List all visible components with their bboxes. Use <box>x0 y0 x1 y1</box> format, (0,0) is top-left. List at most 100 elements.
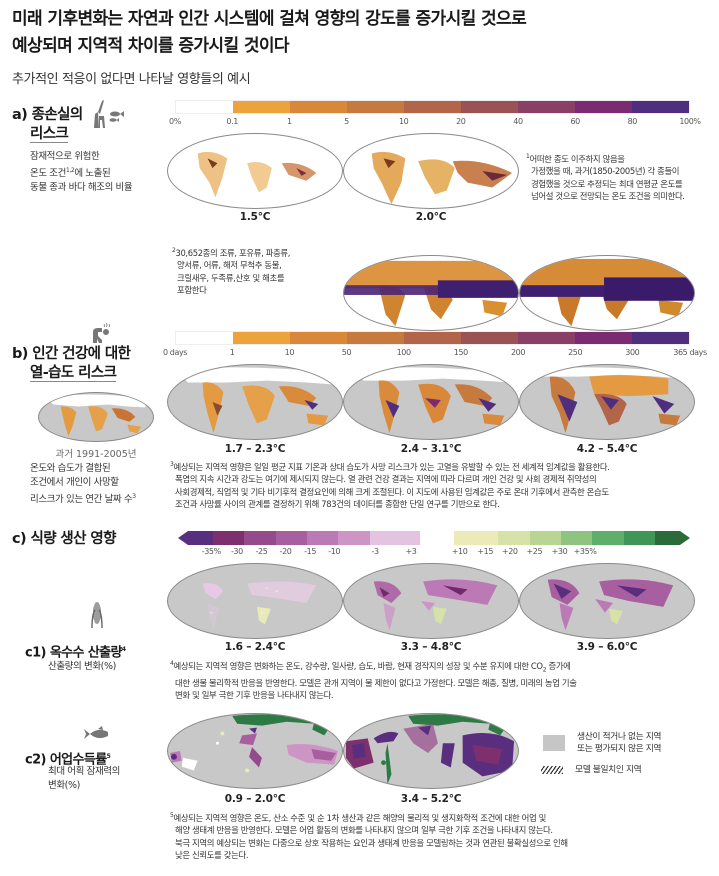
desc-line: 조건에서 개인이 사망할 <box>30 477 119 488</box>
legend-swatch <box>244 531 276 545</box>
note-line: 4예상되는 지역적 영향은 변화하는 온도, 강수량, 일사량, 습도, 바람,… <box>170 658 718 677</box>
legend-swatch <box>275 531 308 545</box>
legend-tick: 0.1 <box>226 117 238 126</box>
legend-swatch <box>518 101 575 113</box>
legend-swatch <box>290 332 347 344</box>
note-line: 해양 생태계 반응을 반영한다. 모델은 어업 활동의 변화를 나타내지 않으며… <box>175 825 553 836</box>
legend-tick: 50 <box>341 348 352 357</box>
species-risk-color-legend <box>175 100 690 114</box>
legend-swatch <box>404 332 461 344</box>
legend-swatch <box>592 531 624 545</box>
legend-tick: 1 <box>229 348 235 357</box>
legend-tick: -15 <box>304 547 317 556</box>
map-label-3-4-5-2c: 3.4 – 5.2°C <box>400 793 462 805</box>
legend-tick: +3 <box>405 547 417 556</box>
title-line-2: 예상되며 지역적 차이를 증가시킬 것이다 <box>12 36 290 56</box>
legend-tick: +30 <box>551 547 568 556</box>
food-production-color-legend <box>178 531 690 545</box>
legend-swatch <box>233 332 290 344</box>
note-line: 가정했을 때, 과거(1850-2005년) 각 종들이 <box>531 166 680 177</box>
section-c2-description: 최대 어획 잠재력의 변화(%) <box>48 765 120 793</box>
legend-swatch <box>461 332 518 344</box>
c1-label-text: c1) 옥수수 산출량 <box>25 645 123 661</box>
legend-tick: 365 days <box>673 348 707 357</box>
note-line: 포함한다 <box>177 285 207 296</box>
legend-swatch <box>419 531 455 545</box>
footnote-ref: 5 <box>106 753 111 760</box>
legend-tick: -25 <box>255 547 268 556</box>
maize-map-1-6-2-4c <box>167 563 343 639</box>
map-label-0-9-2-0c: 0.9 – 2.0°C <box>224 793 286 805</box>
legend-swatch <box>632 101 689 113</box>
legend-swatch <box>188 531 214 545</box>
note-text: 증가에 <box>546 660 571 671</box>
desc-line: 온도 조건1,2에 노출된 <box>30 164 132 181</box>
note-text: 예상되는 지역적 영향은 일일 평균 지표 기온과 상대 습도가 사망 리스크가… <box>173 461 610 472</box>
page-subtitle: 추가적인 적응이 없다면 나타날 영향들의 예시 <box>12 72 251 87</box>
note-line: 북극 지역의 예상되는 변화는 다중으로 상호 작용하는 요인과 생태계 반응을… <box>175 837 568 848</box>
section-a-description: 잠재적으로 위험한 온도 조건1,2에 노출된 동물 종과 바다 해조의 비율 <box>30 150 133 195</box>
section-c2-label: c2) 어업수득률5 <box>25 747 111 769</box>
legend-tick: +15 <box>477 547 494 556</box>
map-label-1-5c: 1.5°C <box>239 211 271 223</box>
heat-stress-person-icon <box>90 322 112 344</box>
legend-swatch <box>518 332 575 344</box>
species-map-4-0c <box>519 255 695 331</box>
desc-line: 변화(%) <box>48 780 80 791</box>
desc-text: 에 노출된 <box>74 168 111 180</box>
heat-map-historical <box>38 392 154 442</box>
legend-tick: 250 <box>568 348 583 357</box>
species-map-3-0c <box>343 255 519 331</box>
legend-swatch <box>560 531 593 545</box>
legend-swatch <box>233 101 290 113</box>
legend-tick: 20 <box>456 117 466 126</box>
section-b-label: b) 인간 건강에 대한 열-습도 리스크 <box>12 345 131 383</box>
legend-tick: +10 <box>451 547 468 556</box>
legend-tick: 10 <box>398 117 409 126</box>
note-line: 1어떠한 종도 이주하지 않음을 <box>526 151 716 165</box>
legend-swatch <box>575 101 632 113</box>
maize-map-3-9-6-0c <box>519 563 695 639</box>
desc-line: 리스크가 있는 연간 날짜 수3 <box>30 490 136 507</box>
note-line: 3예상되는 지역적 영향은 일일 평균 지표 기온과 상대 습도가 사망 리스크… <box>170 459 718 473</box>
note-line: 낮은 신뢰도를 갖는다. <box>175 850 249 861</box>
footnote-ref: 3 <box>132 493 136 500</box>
fisheries-map-3-4-5-2c <box>343 713 519 789</box>
heat-map-4-2-5-4c <box>519 364 695 440</box>
legend-tick: +25 <box>526 547 543 556</box>
legend-swatch <box>461 101 518 113</box>
legend-tick: -3 <box>371 547 380 556</box>
species-risk-legend-ticks: 0% 0.1 1 5 10 20 40 60 80 100% <box>169 117 701 129</box>
title-line-1: 미래 기후변화는 자연과 인간 시스템에 걸쳐 영향의 강도를 증가시킬 것으로 <box>12 9 527 29</box>
footnote-4: 4예상되는 지역적 영향은 변화하는 온도, 강수량, 일사량, 습도, 바람,… <box>170 658 718 702</box>
grey-area-label: 생산이 적거나 없는 지역 또는 평가되지 않은 지역 <box>577 731 662 755</box>
legend-tick: 40 <box>513 117 523 126</box>
footnote-2: 230,652종의 조류, 포유류, 파충류, 양서류, 어류, 해저 무척추 … <box>172 245 342 297</box>
note-text: 예상되는 지역적 영향은 온도, 산소 수준 및 순 1차 생산과 같은 해양의… <box>173 812 546 823</box>
giraffe-fish-icon <box>90 98 126 130</box>
legend-swatch <box>632 332 689 344</box>
legend-tick: -20 <box>279 547 292 556</box>
footnote-5: 5예상되는 지역적 영향은 온도, 산소 수준 및 순 1차 생산과 같은 해양… <box>170 810 718 862</box>
section-c1-label: c1) 옥수수 산출량4 <box>25 640 126 662</box>
legend-tick: 0% <box>169 117 181 126</box>
legend-tick: 80 <box>627 117 638 126</box>
legend-swatch <box>307 531 339 545</box>
note-text: 예상되는 지역적 영향은 변화하는 온도, 강수량, 일사량, 습도, 바람, … <box>173 660 543 671</box>
legend-swatch <box>338 531 370 545</box>
species-map-2-0c <box>343 133 519 209</box>
food-production-legend-ticks: -35% -30 -25 -20 -15 -10 -3 +3 +10 +15 +… <box>178 547 690 559</box>
legend-tick: -30 <box>230 547 243 556</box>
map-label-1-6-2-4c: 1.6 – 2.4°C <box>224 641 286 653</box>
legend-swatch <box>347 332 404 344</box>
legend-hatch-area: 모델 불일치인 지역 <box>541 763 642 777</box>
legend-tick: 300 <box>625 348 640 357</box>
footnote-marker: 3 <box>170 461 174 468</box>
legend-swatch <box>404 101 461 113</box>
maize-map-3-3-4-8c <box>343 563 519 639</box>
legend-tick: +35% <box>573 547 597 556</box>
grey-area-swatch <box>543 735 565 751</box>
heat-days-legend-ticks: 0 days 1 10 50 100 150 200 250 300 365 d… <box>163 348 707 360</box>
legend-tick: -35% <box>201 547 221 556</box>
legend-tick: 0 days <box>162 348 188 357</box>
